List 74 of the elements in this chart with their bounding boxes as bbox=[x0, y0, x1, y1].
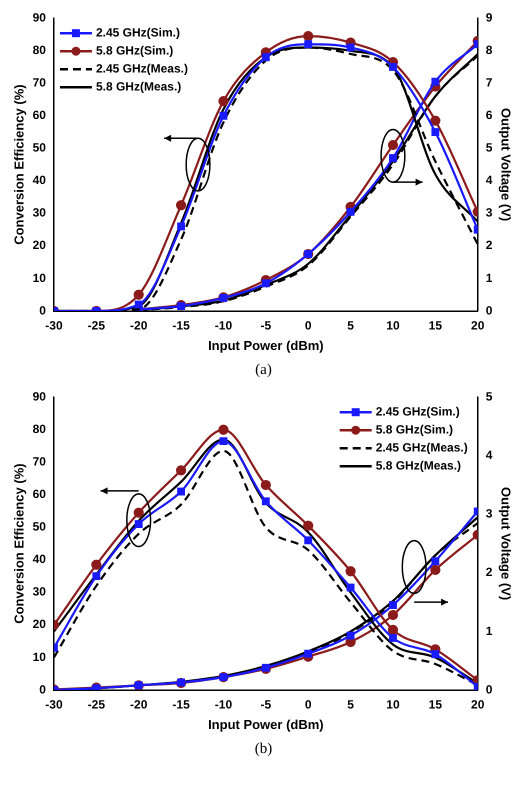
x-axis-title: Input Power (dBm) bbox=[208, 716, 324, 732]
x-tick-label: -5 bbox=[260, 318, 272, 333]
y-tick-label: 80 bbox=[32, 43, 46, 58]
y2-tick-label: 2 bbox=[486, 565, 493, 580]
y2-tick-label: 3 bbox=[486, 506, 493, 521]
y-tick-label: 50 bbox=[32, 520, 46, 534]
y-tick-label: 80 bbox=[32, 422, 46, 436]
y-tick-label: 90 bbox=[32, 10, 46, 25]
y-tick-label: 0 bbox=[39, 303, 46, 318]
y-axis-title: Conversion Efficiency (%) bbox=[11, 463, 26, 624]
y2-tick-label: 5 bbox=[486, 140, 493, 155]
x-tick-label: 0 bbox=[304, 698, 312, 712]
y2-tick-label: 8 bbox=[486, 43, 493, 58]
y2-tick-label: 6 bbox=[486, 108, 493, 122]
text: (b) bbox=[254, 741, 274, 758]
x-tick-label: -20 bbox=[130, 698, 148, 712]
x-tick-label: -25 bbox=[88, 698, 106, 712]
y-tick-label: 60 bbox=[32, 108, 46, 122]
y-tick-label: 60 bbox=[32, 487, 46, 502]
y2-tick-label: 4 bbox=[486, 173, 493, 188]
y-tick-label: 40 bbox=[32, 552, 46, 566]
x-tick-label: -15 bbox=[172, 318, 190, 333]
y-tick-label: 20 bbox=[32, 238, 46, 252]
legend-label: 2.45 GHz(Sim.) bbox=[96, 26, 180, 40]
legend-label: 2.45 GHz(Sim.) bbox=[376, 404, 460, 419]
y2-axis-title: Output Voltage (V) bbox=[498, 108, 514, 222]
x-tick-label: -5 bbox=[260, 698, 272, 712]
y-tick-label: 30 bbox=[32, 206, 46, 220]
y2-tick-label: 5 bbox=[486, 390, 493, 404]
x-tick-label: -25 bbox=[88, 318, 106, 333]
y-tick-label: 10 bbox=[32, 270, 46, 285]
x-axis-title: Input Power (dBm) bbox=[208, 338, 324, 353]
legend-label: 2.45 GHz(Meas.) bbox=[96, 62, 188, 76]
y-tick-label: 20 bbox=[32, 617, 46, 632]
y-tick-label: 40 bbox=[32, 173, 46, 188]
x-tick-label: 10 bbox=[386, 318, 400, 333]
x-tick-label: 5 bbox=[347, 318, 354, 333]
y2-tick-label: 0 bbox=[486, 303, 493, 318]
legend-label: 5.8 GHz(Meas.) bbox=[96, 80, 182, 94]
text: (a) bbox=[254, 362, 273, 379]
x-tick-label: 10 bbox=[386, 698, 400, 712]
x-tick-label: 0 bbox=[304, 318, 312, 333]
y2-tick-label: 2 bbox=[486, 238, 493, 252]
y-axis-title: Conversion Efficiency (%) bbox=[11, 84, 26, 245]
y2-axis-title: Output Voltage (V) bbox=[498, 487, 514, 600]
y2-tick-label: 7 bbox=[486, 76, 493, 90]
legend-label: 5.8 GHz(Sim.) bbox=[96, 44, 174, 58]
y-tick-label: 70 bbox=[32, 76, 46, 90]
y-tick-label: 50 bbox=[32, 140, 46, 155]
legend-label: 5.8 GHz(Meas.) bbox=[376, 458, 462, 473]
legend-label: 5.8 GHz(Sim.) bbox=[376, 422, 454, 437]
y-tick-label: 30 bbox=[32, 584, 46, 599]
x-tick-label: -30 bbox=[45, 318, 63, 333]
y2-tick-label: 9 bbox=[486, 10, 493, 25]
x-tick-label: -20 bbox=[130, 318, 148, 333]
y-tick-label: 90 bbox=[32, 390, 46, 404]
y2-tick-label: 3 bbox=[486, 206, 493, 220]
y2-tick-label: 1 bbox=[486, 624, 493, 638]
x-tick-label: 15 bbox=[428, 698, 442, 712]
x-tick-label: 20 bbox=[471, 318, 485, 333]
x-tick-label: -30 bbox=[45, 698, 63, 712]
y-tick-label: 0 bbox=[39, 682, 46, 696]
x-tick-label: -10 bbox=[214, 318, 232, 333]
y2-tick-label: 4 bbox=[486, 448, 493, 462]
legend-label: 2.45 GHz(Meas.) bbox=[376, 440, 468, 455]
x-tick-label: 20 bbox=[471, 698, 485, 712]
x-tick-label: 15 bbox=[428, 318, 442, 333]
y-tick-label: 10 bbox=[32, 650, 46, 664]
y2-tick-label: 1 bbox=[486, 270, 493, 285]
y-tick-label: 70 bbox=[32, 454, 46, 469]
x-tick-label: 5 bbox=[347, 698, 354, 712]
x-tick-label: -15 bbox=[172, 698, 190, 712]
y2-tick-label: 0 bbox=[486, 682, 493, 696]
x-tick-label: -10 bbox=[214, 698, 232, 712]
